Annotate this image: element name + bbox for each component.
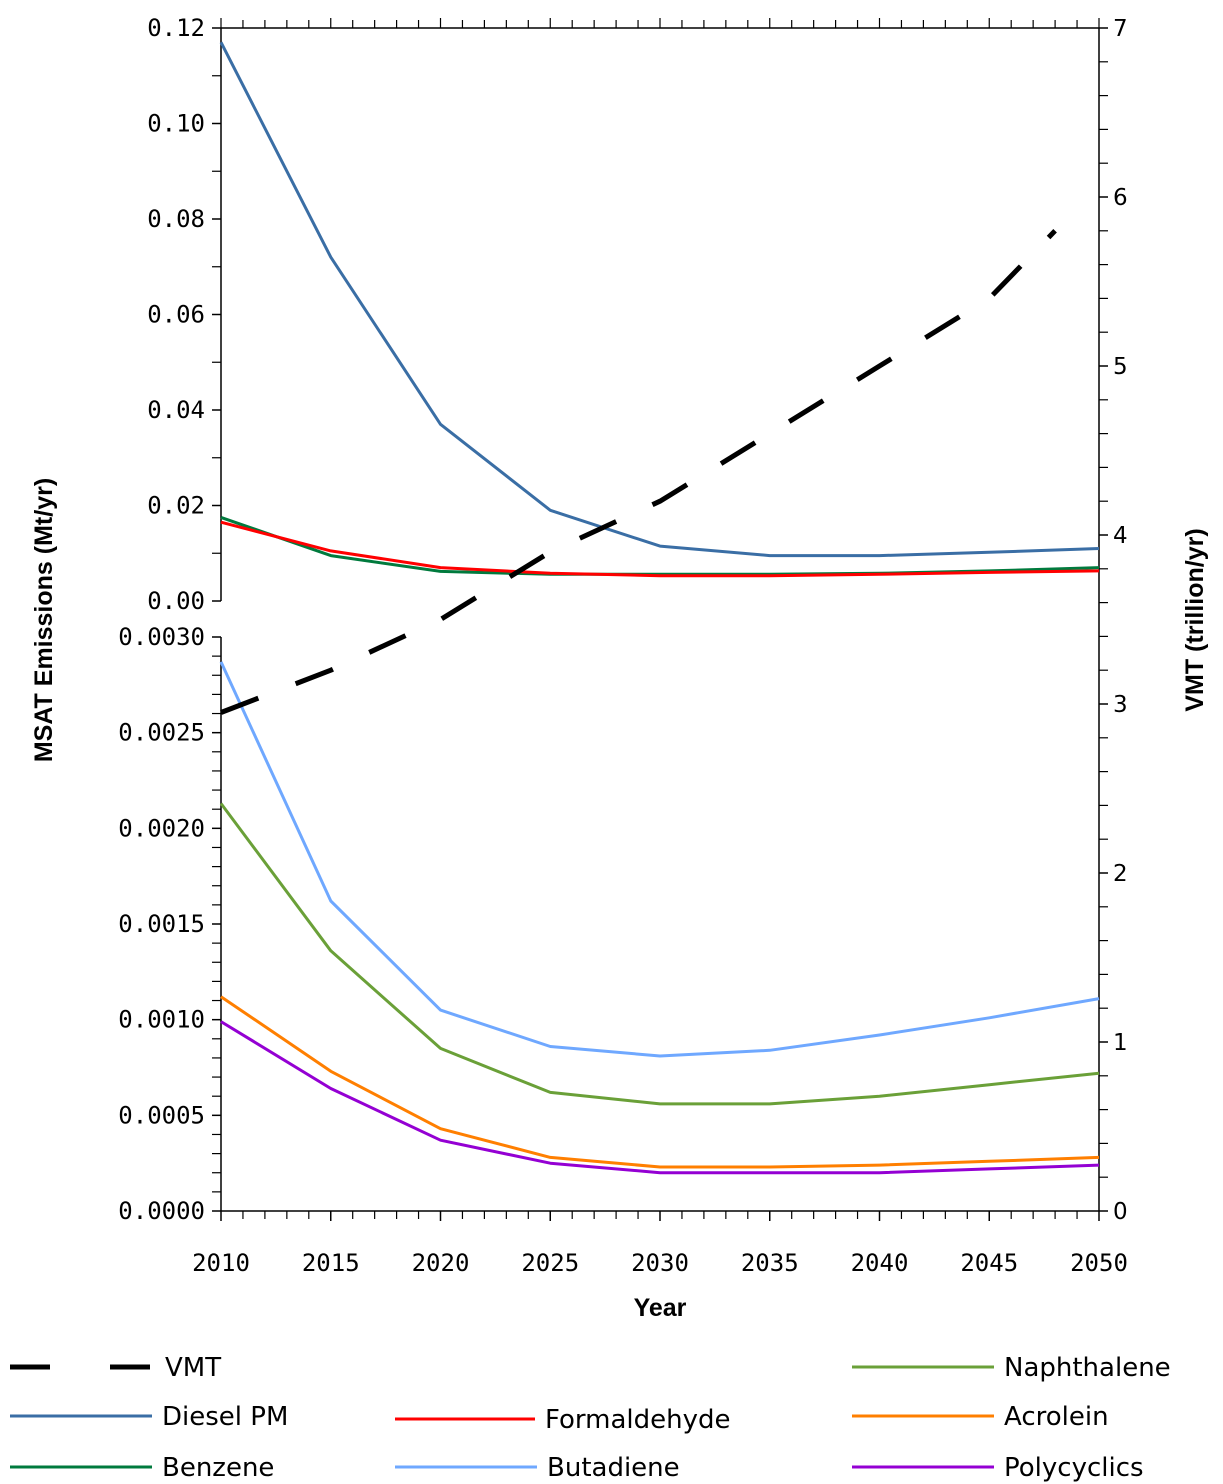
- y-tick-label: 0.06: [147, 301, 205, 329]
- legend-label: VMT: [165, 1353, 221, 1383]
- x-tick-label: 2035: [741, 1249, 799, 1277]
- legend-label: Diesel PM: [162, 1402, 288, 1432]
- y-tick-label: 0.04: [147, 396, 205, 424]
- y-tick-label: 0.0025: [118, 719, 205, 747]
- series-layer: [219, 41, 1100, 1175]
- y-tick-label: 0.0020: [118, 814, 205, 842]
- x-tick-label: 2040: [851, 1249, 909, 1277]
- y-tick-label: 0.00: [147, 587, 205, 615]
- series-line-vmt: [220, 229, 1057, 715]
- x-tick-label: 2045: [960, 1249, 1018, 1277]
- left-upper-axis: 0.00 0.02 0.04 0.06 0.08 0.10 0.12: [147, 14, 221, 615]
- series-line-polycyclics: [220, 1020, 1100, 1175]
- series-line-acrolein: [220, 995, 1100, 1169]
- x-tick-label: 2020: [412, 1249, 470, 1277]
- y-tick-label: 0.08: [147, 205, 205, 233]
- series-line-formaldehyde: [220, 520, 1100, 578]
- right-tick-label: 0: [1113, 1199, 1128, 1225]
- right-tick-label: 7: [1113, 16, 1128, 42]
- x-tick-label: 2015: [302, 1249, 360, 1277]
- right-tick-label: 6: [1113, 185, 1128, 211]
- y-axis-label-right: VMT (trillion/yr): [1181, 528, 1209, 711]
- y-tick-label: 0.12: [147, 14, 205, 42]
- y-tick-label: 0.0030: [118, 623, 205, 651]
- legend-label: Naphthalene: [1004, 1353, 1171, 1383]
- legend: VMT Naphthalene Diesel PM Formaldehyde Acrol…: [10, 1353, 1171, 1483]
- x-tick-label: 2030: [631, 1249, 689, 1277]
- x-tick-label: 2010: [192, 1249, 250, 1277]
- y-tick-label: 0.02: [147, 492, 205, 520]
- y-tick-label: 0.10: [147, 110, 205, 138]
- right-axis: 0 1 2 3 4 5 6 7: [1099, 16, 1128, 1225]
- y-axis-label-left: MSAT Emissions (Mt/yr): [30, 478, 58, 762]
- series-line-diesel-pm: [219, 41, 1100, 558]
- x-tick-label: 2050: [1070, 1249, 1128, 1277]
- right-tick-label: 1: [1113, 1030, 1128, 1056]
- legend-label: Polycyclics: [1004, 1453, 1144, 1483]
- right-tick-label: 5: [1113, 354, 1128, 380]
- left-lower-axis: 0.0000 0.0005 0.0010 0.0015 0.0020 0.0025 0.00…: [118, 623, 221, 1225]
- y-tick-label: 0.0010: [118, 1006, 205, 1034]
- x-axis: 2010 2015 2020 2025 2030 2035 2040 2045 2050: [192, 18, 1128, 1277]
- x-axis-label: Year: [634, 1294, 687, 1322]
- legend-label: Benzene: [162, 1453, 274, 1483]
- y-tick-label: 0.0005: [118, 1101, 205, 1129]
- legend-label: Butadiene: [547, 1453, 680, 1483]
- right-tick-label: 4: [1113, 523, 1128, 549]
- legend-label: Acrolein: [1004, 1402, 1109, 1432]
- y-tick-label: 0.0000: [118, 1197, 205, 1225]
- x-tick-label: 2025: [521, 1249, 579, 1277]
- legend-label: Formaldehyde: [545, 1405, 731, 1435]
- panel-frames: [220, 27, 1100, 1212]
- y-tick-label: 0.0015: [118, 910, 205, 938]
- series-line-naphthalene: [219, 802, 1100, 1106]
- right-tick-label: 3: [1113, 692, 1128, 718]
- right-tick-label: 2: [1113, 861, 1128, 887]
- series-line-butadiene: [219, 661, 1100, 1058]
